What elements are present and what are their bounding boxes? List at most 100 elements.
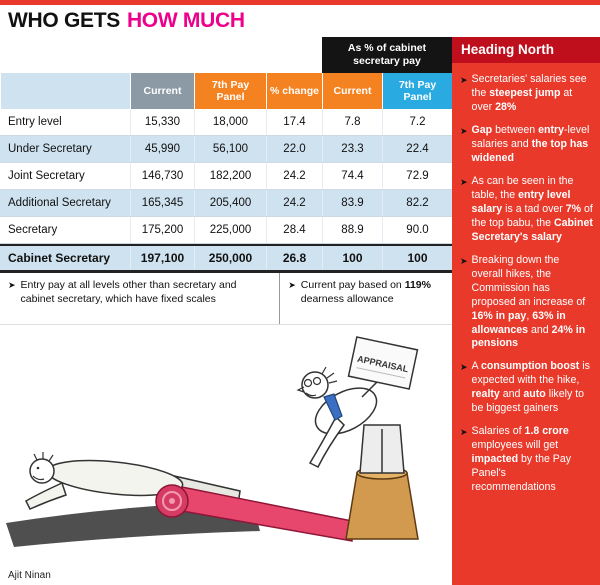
- text-segment: -level salaries and: [471, 123, 590, 150]
- column-header: % change: [266, 73, 322, 109]
- text-segment: A: [471, 360, 481, 373]
- span-spacer: [0, 37, 322, 73]
- text-segment: Secretaries' salaries see the: [471, 73, 587, 99]
- text-segment: 24% in pensions: [471, 323, 586, 350]
- cartoon-credit: Ajit Ninan: [8, 570, 51, 581]
- sidebar-bullet: ➤ A consumption boost is expected with th…: [452, 353, 600, 418]
- red-carpet: [155, 484, 353, 542]
- span-header: As % of cabinet secretary pay: [322, 37, 452, 73]
- column-header: 7th Pay Panel: [382, 73, 452, 109]
- text-segment: employees will get: [471, 439, 559, 452]
- row-label: Entry level: [8, 116, 62, 128]
- table-cell: 83.9: [322, 190, 382, 216]
- footnote-fixed-scales: ➤ Entry pay at all levels other than sec…: [0, 273, 281, 324]
- table-row: Cabinet Secretary 197,100 250,000 26.8 100 10…: [0, 244, 452, 273]
- table-cell: 205,400: [194, 190, 266, 216]
- table-cell: 28.4: [266, 217, 322, 243]
- table-row: Under Secretary 45,990 56,100 22.0 23.3 22.4: [0, 136, 452, 163]
- bullet-arrow-icon: ➤: [460, 75, 468, 85]
- table-cell: 88.9: [322, 217, 382, 243]
- bullet-arrow-icon: ➤: [460, 427, 468, 438]
- text-segment: and: [528, 323, 552, 336]
- table-cell: 22.4: [382, 136, 452, 162]
- page-title-part-1: WHO GETS: [8, 9, 120, 32]
- bullet-arrow-icon: ➤: [460, 125, 468, 136]
- bullet-text: As can be seen in the table, the entry l…: [472, 175, 593, 245]
- sidebar-header: Heading North: [452, 37, 600, 63]
- table-row: Additional Secretary 165,345 205,400 24.2 83…: [0, 190, 452, 217]
- bullet-arrow-icon: ➤: [460, 176, 468, 187]
- text-segment: 28%: [495, 100, 517, 113]
- text-segment: 7%: [565, 202, 582, 215]
- footnotes: ➤ Entry pay at all levels other than sec…: [0, 273, 452, 325]
- table-cell: 56,100: [194, 136, 266, 162]
- column-header: Current: [322, 73, 382, 109]
- text-segment: entry: [538, 123, 565, 136]
- table-row: Joint Secretary 146,730 182,200 24.2 74.4 72.…: [0, 163, 452, 190]
- table-row: Secretary 175,200 225,000 28.4 88.9 90.0: [0, 217, 452, 244]
- text-segment: by the Pay Panel's recommendations: [471, 453, 572, 494]
- table-cell: 17.4: [266, 109, 322, 135]
- bullet-text: Breaking down the overall hikes, the Com…: [472, 254, 593, 352]
- table-cell: 18,000: [194, 109, 266, 135]
- table-cell: 225,000: [194, 217, 266, 243]
- text-segment: 1.8 crore: [524, 425, 569, 438]
- bullet-arrow-icon: ➤: [288, 280, 296, 290]
- bullet-arrow-icon: ➤: [8, 280, 16, 290]
- page-title-part-2: HOW MUCH: [126, 9, 245, 32]
- sidebar-bullet: ➤ Gap between entry-level salaries and th…: [452, 117, 600, 168]
- table-cell: 197,100: [130, 246, 194, 270]
- title-bar: WHO GETS HOW MUCH: [0, 5, 600, 37]
- footnote-text: Entry pay at all levels other than secre…: [21, 279, 272, 318]
- necktie: [323, 393, 343, 421]
- sidebar-bullet-list: ➤ Secretaries' salaries see the steepest …: [452, 63, 600, 497]
- text-segment: is a tad over: [502, 202, 566, 215]
- table-cell: 7.8: [322, 109, 382, 135]
- table-cell: 23.3: [322, 136, 382, 162]
- cartoon: APPRAISAL Ajit Ninan: [0, 325, 452, 585]
- table-cell: 26.8: [266, 246, 322, 270]
- top-red-strip: [0, 0, 600, 5]
- text-segment: realty: [471, 388, 500, 401]
- text-segment: likely to be biggest gainers: [471, 388, 585, 415]
- column-header: [0, 73, 130, 109]
- text-segment: entry level salary: [471, 188, 571, 215]
- left-column: As % of cabinet secretary pay Current 7th…: [0, 37, 452, 585]
- text-segment: 63% in allowances: [471, 309, 566, 336]
- text-segment: between: [492, 123, 539, 136]
- row-label: Secretary: [8, 224, 58, 236]
- pay-table-body: Entry level 15,330 18,000 17.4 7.8 7.2 Under S…: [0, 109, 452, 273]
- table-cell: 100: [322, 246, 382, 270]
- table-cell: 165,345: [130, 190, 194, 216]
- text-segment: 16% in pay: [471, 309, 527, 322]
- bullet-arrow-icon: ➤: [460, 362, 468, 373]
- standing-man: [301, 371, 405, 474]
- text-segment: impacted: [471, 453, 519, 466]
- text-segment: dearness allowance: [300, 292, 394, 305]
- text-segment: is expected with the hike,: [471, 360, 590, 387]
- table-cell: 250,000: [194, 246, 266, 270]
- footnote-text: Current pay based on 119% dearness allow…: [301, 279, 444, 318]
- text-segment: ,: [526, 309, 533, 322]
- text-segment: Cabinet Secretary's salary: [471, 216, 593, 243]
- table-cell: 100: [382, 246, 452, 270]
- footnote-dearness: ➤ Current pay based on 119% dearness all…: [280, 273, 452, 324]
- table-header-row: Current 7th Pay Panel% change Current 7th P…: [0, 73, 452, 109]
- table-span-header-row: As % of cabinet secretary pay: [0, 37, 452, 73]
- pedestal: [345, 466, 419, 540]
- bullet-text: Gap between entry-level salaries and the…: [472, 124, 593, 166]
- text-segment: auto: [523, 388, 546, 401]
- table-cell: 175,200: [130, 217, 194, 243]
- row-label: Under Secretary: [8, 143, 92, 155]
- bullet-text: Secretaries' salaries see the steepest j…: [472, 73, 593, 115]
- text-segment: 119%: [404, 279, 431, 291]
- table-cell: 15,330: [130, 109, 194, 135]
- table-cell: 24.2: [266, 163, 322, 189]
- table-cell: 24.2: [266, 190, 322, 216]
- text-segment: As can be seen in the table, the: [471, 174, 574, 201]
- sidebar-bullet: ➤ As can be seen in the table, the entry …: [452, 168, 600, 247]
- row-label: Joint Secretary: [8, 170, 85, 182]
- text-segment: the top has widened: [471, 137, 589, 164]
- bullet-text: A consumption boost is expected with the…: [472, 360, 593, 416]
